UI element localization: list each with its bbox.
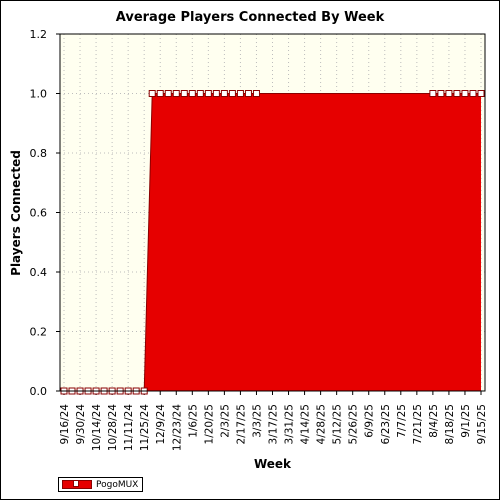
legend-marker [73, 480, 79, 487]
y-tick-label: 1.0 [30, 88, 48, 101]
x-tick-label: 3/17/25 [268, 404, 280, 444]
x-tick-label: 5/26/25 [348, 404, 360, 444]
x-tick-label: 6/9/25 [364, 404, 376, 438]
data-point [453, 90, 461, 97]
x-tick-label: 9/1/25 [460, 404, 472, 438]
x-tick-label: 8/4/25 [428, 404, 440, 438]
series-area [64, 93, 481, 391]
data-point [188, 90, 196, 97]
data-point [477, 90, 485, 97]
x-tick-label: 12/9/24 [155, 404, 167, 445]
data-point [148, 90, 156, 97]
x-tick-label: 9/30/24 [75, 404, 87, 445]
plot-border [59, 33, 486, 392]
data-point [220, 90, 228, 97]
data-point [429, 90, 437, 97]
x-tick-label: 11/11/24 [123, 404, 135, 451]
data-point [172, 90, 180, 97]
data-point [212, 90, 220, 97]
x-tick-label: 9/16/24 [59, 404, 71, 445]
x-tick-label: 2/3/25 [219, 404, 231, 438]
data-point [180, 90, 188, 97]
data-point [244, 90, 252, 97]
x-tick-label: 4/14/25 [300, 404, 312, 444]
x-tick-label: 3/3/25 [251, 404, 263, 438]
x-tick-label: 4/28/25 [316, 404, 328, 444]
data-point [445, 90, 453, 97]
chart-title: Average Players Connected By Week [115, 10, 385, 25]
legend: PogoMUX [58, 477, 144, 492]
x-tick-label: 9/15/25 [476, 404, 488, 444]
x-axis-title: Week [253, 457, 292, 471]
data-point [156, 90, 164, 97]
y-tick-label: 0.2 [30, 326, 48, 339]
x-tick-label: 8/18/25 [444, 404, 456, 444]
x-tick-label: 3/31/25 [284, 404, 296, 444]
x-tick-label: 11/25/24 [139, 404, 151, 451]
x-tick-label: 1/6/25 [187, 404, 199, 438]
x-tick-label: 6/23/25 [380, 404, 392, 444]
data-point [164, 90, 172, 97]
data-point [228, 90, 236, 97]
x-tick-label: 5/12/25 [332, 404, 344, 444]
legend-label: PogoMUX [96, 479, 139, 490]
y-tick-label: 0.8 [30, 147, 48, 160]
y-tick-label: 0.6 [30, 207, 48, 220]
data-point [196, 90, 204, 97]
data-point [236, 90, 244, 97]
y-tick-label: 0.4 [30, 266, 48, 279]
x-tick-label: 10/14/24 [91, 404, 103, 451]
legend-swatch [62, 480, 92, 489]
x-tick-label: 2/17/25 [235, 404, 247, 444]
data-point [204, 90, 212, 97]
x-tick-label: 7/7/25 [396, 404, 408, 438]
data-point [437, 90, 445, 97]
y-tick-label: 0.0 [30, 385, 48, 398]
x-tick-label: 10/28/24 [107, 404, 119, 451]
x-tick-label: 12/23/24 [171, 404, 183, 451]
x-tick-label: 7/21/25 [412, 404, 424, 444]
data-point [252, 90, 260, 97]
data-point [461, 90, 469, 97]
data-point [469, 90, 477, 97]
x-tick-label: 1/20/25 [203, 404, 215, 444]
y-tick-label: 1.2 [30, 28, 48, 41]
